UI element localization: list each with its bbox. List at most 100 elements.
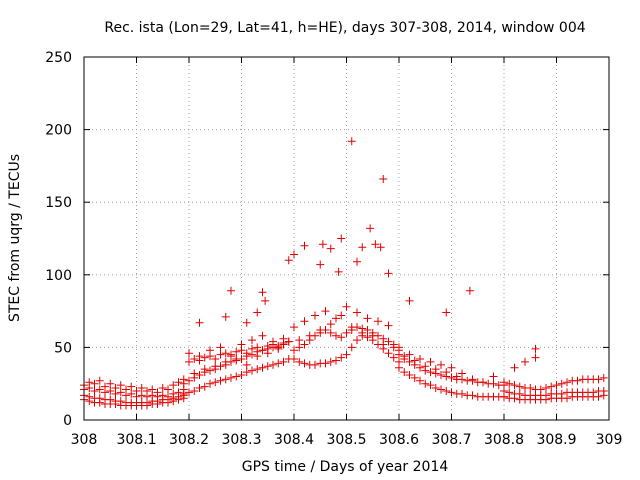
data-point [447,388,456,397]
data-point [158,384,167,393]
data-point [557,379,566,388]
data-point [363,333,372,342]
x-tick-label: 308.4 [274,432,314,448]
data-point [90,379,99,388]
data-point [258,346,267,355]
data-point [321,307,330,316]
data-point [101,382,109,391]
data-point [594,375,603,384]
data-point [284,337,293,346]
data-point [232,372,241,381]
data-point [242,360,251,369]
data-point [295,343,304,352]
data-point [211,378,220,387]
data-point [342,350,351,359]
data-point [363,314,372,323]
x-tick-labels: 308 308.1 308.2 308.3 308.4 308.5 308.6 308.7 30… [71,432,623,448]
data-point [127,389,136,398]
y-tick-label: 250 [45,50,72,66]
data-point [143,386,151,395]
data-point [311,360,319,369]
data-point [431,365,440,374]
data-point [447,373,456,382]
data-point [90,386,99,395]
data-point [106,379,115,388]
data-point [389,343,398,352]
data-point [263,341,272,350]
data-point [465,286,474,295]
data-point [599,373,608,382]
data-point [190,369,199,378]
data-point [253,343,262,352]
x-tick-label: 308.1 [116,432,156,448]
data-point [353,257,361,266]
data-point [174,388,183,397]
data-point [573,376,582,385]
x-axis-label: GPS time / Days of year 2014 [242,459,449,475]
data-point [221,312,230,321]
data-point [106,386,115,395]
data-point [305,331,314,340]
data-point [416,363,424,372]
data-point [376,243,385,252]
data-point [442,308,451,317]
data-point [489,379,498,388]
data-point [279,357,288,366]
data-point [515,382,524,391]
data-point [468,391,477,400]
data-point [353,308,361,317]
data-point [337,333,346,342]
data-point [384,321,393,330]
data-point [515,389,524,398]
data-point [158,391,167,400]
data-point [332,314,340,323]
data-point [531,344,540,353]
data-point [599,386,608,395]
data-point [342,302,351,311]
data-point [316,325,325,334]
data-point [237,370,246,379]
data-point [116,381,125,390]
data-point [258,288,267,297]
data-point [279,334,288,343]
x-tick-label: 308 [71,432,98,448]
data-point [452,372,461,381]
data-point [366,224,375,233]
data-point [458,369,466,378]
data-point [227,373,235,382]
data-point [195,318,204,327]
data-point [174,378,183,387]
data-point [111,384,120,393]
data-point [232,355,241,364]
data-point [510,363,519,372]
data-point [106,395,115,404]
data-point [437,370,445,379]
data-point [384,349,393,358]
data-point [216,350,225,359]
data-point [253,352,262,361]
data-point [468,375,477,384]
data-point [479,378,487,387]
data-point [269,337,277,346]
data-point [232,347,241,356]
data-point [358,328,367,337]
data-point [384,269,393,278]
data-point [153,388,162,397]
grid-lines [84,57,609,420]
data-point [353,336,361,345]
data-point [164,385,172,394]
data-point [295,336,304,345]
data-point [221,349,230,358]
data-point [536,385,545,394]
data-point [290,346,298,355]
data-point [179,379,188,388]
data-point [85,378,94,387]
data-point [206,346,214,355]
data-point [337,234,346,243]
data-point [195,384,204,393]
data-point [442,368,451,377]
data-point [200,365,209,374]
data-point [318,240,327,249]
data-point [395,346,403,355]
data-point [206,366,214,375]
